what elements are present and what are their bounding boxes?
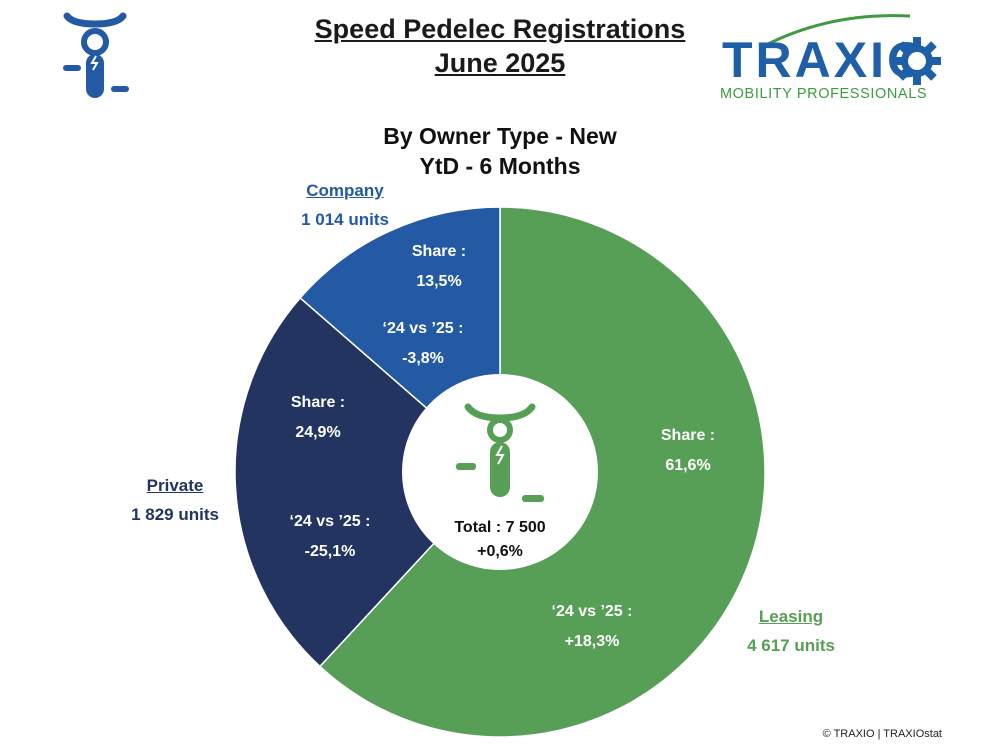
chart-subtitle-2: YtD - 6 Months bbox=[419, 153, 581, 179]
traxio-logo: TRAXIO bbox=[722, 32, 929, 88]
private-change-caption: ‘24 vs ’25 : bbox=[290, 513, 371, 530]
speed-pedelec-bike-icon bbox=[63, 12, 129, 98]
pie-slice-private bbox=[234, 296, 502, 668]
leasing-change-caption: ‘24 vs ’25 : bbox=[552, 603, 633, 620]
traxio-swoosh bbox=[763, 14, 911, 48]
company-share-caption: Share : bbox=[412, 243, 466, 260]
company-change-caption: ‘24 vs ’25 : bbox=[383, 320, 464, 337]
private-name: Private bbox=[146, 476, 204, 495]
chart-subtitle-1: By Owner Type - New bbox=[383, 123, 617, 149]
company-units: 1 014 units bbox=[301, 210, 389, 229]
private-external-label: Private 1 829 units bbox=[100, 471, 250, 529]
center-total: Total : 7 500 bbox=[454, 519, 545, 536]
page-title: Speed Pedelec Registrations bbox=[314, 14, 686, 44]
company-share-value: 13,5% bbox=[416, 273, 461, 290]
private-change-value: -25,1% bbox=[305, 543, 356, 560]
leasing-name: Leasing bbox=[758, 607, 824, 626]
traxio-tagline: MOBILITY PROFESSIONALS bbox=[720, 86, 928, 102]
leasing-share-caption: Share : bbox=[661, 427, 715, 444]
private-share-value: 24,9% bbox=[295, 424, 340, 441]
leasing-units: 4 617 units bbox=[747, 636, 835, 655]
private-share-caption: Share : bbox=[291, 394, 345, 411]
leasing-change-value: +18,3% bbox=[565, 633, 620, 650]
leasing-share-value: 61,6% bbox=[665, 457, 710, 474]
company-change-value: -3,8% bbox=[402, 350, 444, 367]
leasing-external-label: Leasing 4 617 units bbox=[716, 602, 866, 660]
company-external-label: Company 1 014 units bbox=[270, 176, 420, 234]
page-title-date: June 2025 bbox=[434, 48, 566, 78]
copyright-credit: © TRAXIO | TRAXIOstat bbox=[822, 728, 942, 740]
private-units: 1 829 units bbox=[131, 505, 219, 524]
gear-icon bbox=[893, 37, 941, 85]
center-bike-icon bbox=[456, 403, 544, 502]
center-change: +0,6% bbox=[477, 543, 523, 560]
company-name: Company bbox=[306, 181, 384, 200]
